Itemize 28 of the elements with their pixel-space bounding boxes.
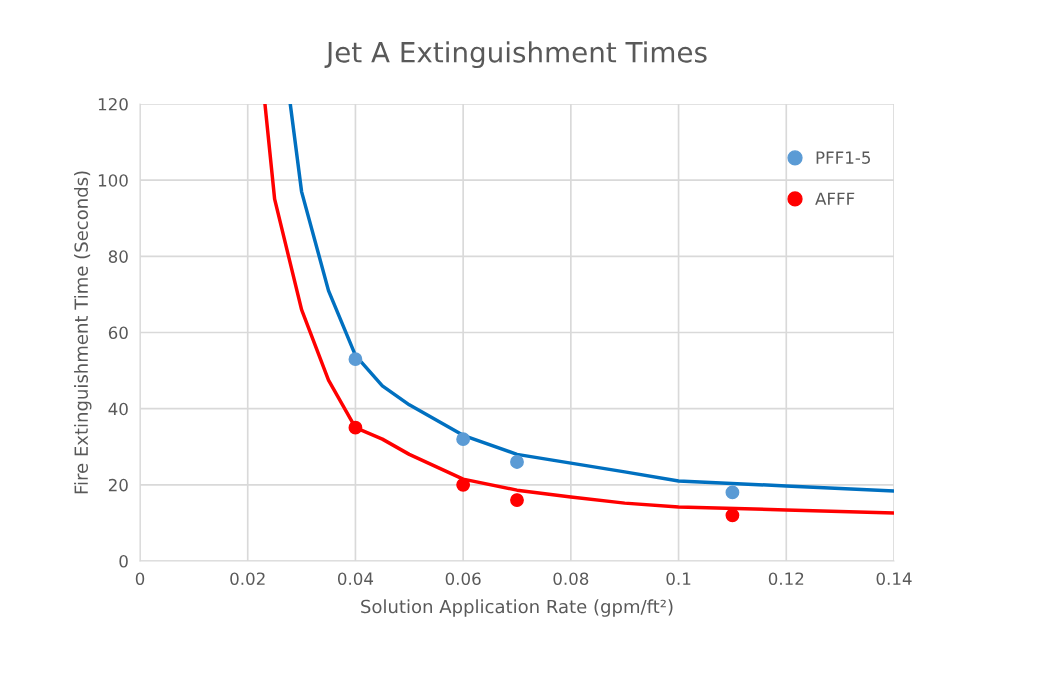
point (348, 352, 363, 367)
y-tick-label: 60 (108, 326, 128, 340)
y-tick-label: 40 (108, 402, 128, 416)
x-tick-label: 0.06 (445, 572, 481, 586)
point (456, 432, 471, 447)
x-tick-label: 0.02 (230, 572, 265, 586)
x-tick-label: 0.12 (768, 572, 804, 586)
point (510, 455, 524, 469)
y-tick-label: 0 (119, 554, 128, 568)
x-tick-label: 0.08 (553, 572, 589, 586)
x-tick-label: 0.14 (876, 572, 912, 586)
x-tick-label: 0 (135, 572, 145, 586)
y-tick-label: 20 (108, 478, 128, 492)
legend-label: AFFF (815, 192, 855, 205)
point (510, 493, 524, 507)
chart-title: Jet A Extinguishment Times (324, 41, 707, 69)
y-tick-label: 100 (98, 174, 128, 187)
x-tick-label: 0.04 (337, 572, 374, 586)
x-tick-label: 0.1 (666, 572, 691, 586)
x-axis-title: Solution Application Rate (gpm/ft²) (361, 599, 673, 617)
y-tick-label: 80 (108, 250, 128, 263)
y-tick-label: 120 (98, 97, 128, 111)
point (348, 420, 363, 435)
legend-label: PFF1-5 (816, 151, 871, 164)
y-axis-title: Fire Extinguishment Time (Seconds) (74, 171, 92, 494)
point (456, 477, 471, 492)
point (725, 485, 740, 500)
point (725, 508, 740, 523)
